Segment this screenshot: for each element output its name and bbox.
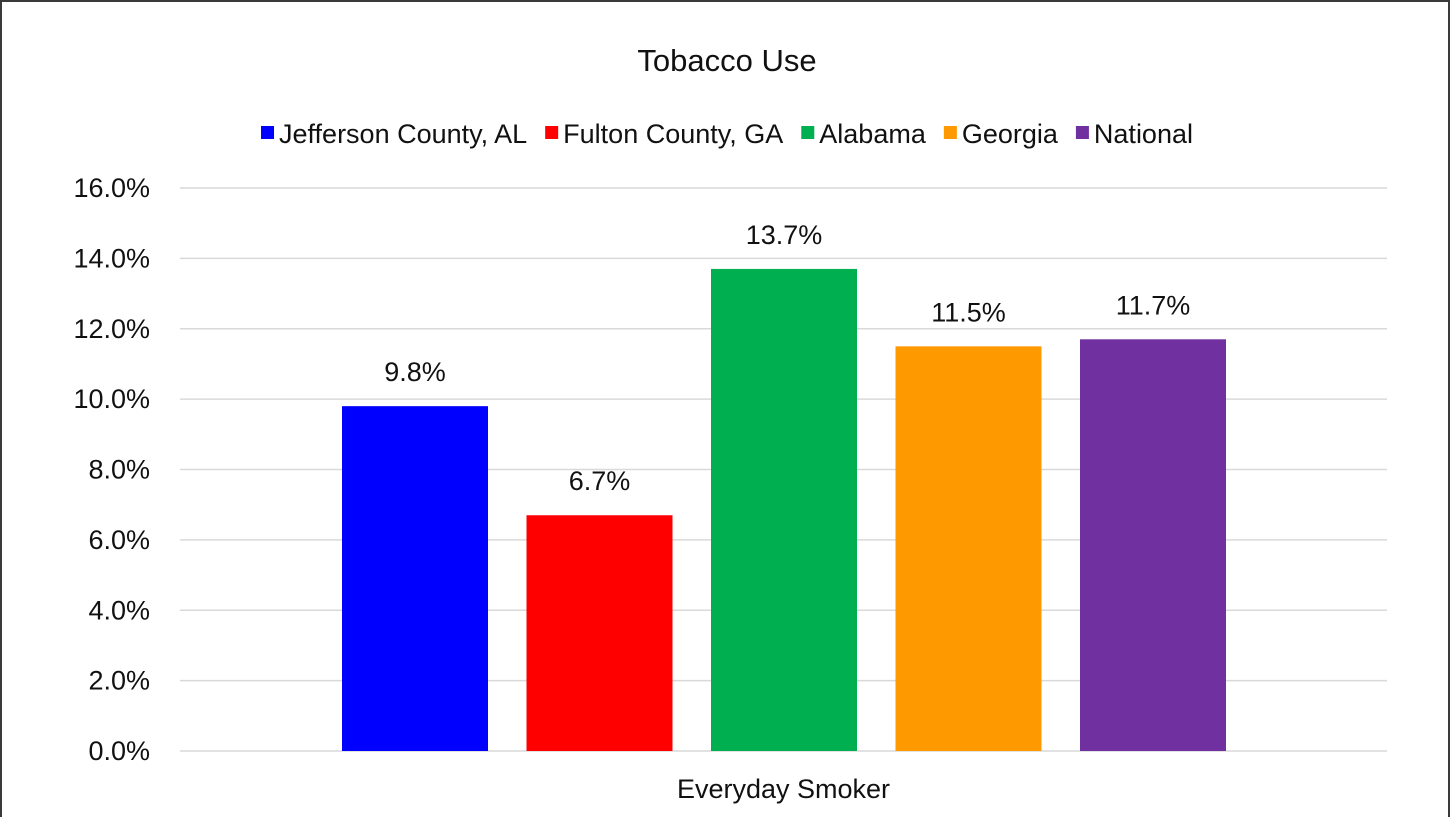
y-tick-label: 6.0% [88, 525, 150, 555]
y-tick-label: 16.0% [73, 173, 150, 203]
bar-fulton-county-ga [526, 515, 673, 751]
data-label-georgia: 11.5% [931, 297, 1006, 327]
y-tick-label: 12.0% [73, 314, 150, 344]
legend-label: Alabama [819, 119, 927, 149]
data-label-alabama: 13.7% [746, 220, 823, 250]
legend-label: Fulton County, GA [563, 119, 783, 149]
legend-swatch [545, 126, 559, 139]
bar-jefferson-county-al [342, 406, 488, 751]
chart-title: Tobacco Use [637, 43, 816, 78]
y-tick-label: 0.0% [88, 736, 150, 766]
data-labels: 9.8% 6.7% 13.7% 11.5% 11.7% [384, 220, 1190, 496]
legend-item-alabama: Alabama [801, 119, 927, 149]
legend-item-georgia: Georgia [943, 119, 1059, 149]
y-tick-label: 4.0% [88, 595, 150, 625]
bar-alabama [711, 268, 857, 751]
legend-item-fulton-county-ga: Fulton County, GA [545, 119, 783, 149]
x-axis-categories: Everyday Smoker [677, 774, 890, 804]
data-label-fulton-county-ga: 6.7% [569, 466, 631, 496]
data-label-national: 11.7% [1116, 290, 1191, 320]
legend-swatch [943, 126, 957, 139]
y-axis-ticks: 0.0% 2.0% 4.0% 6.0% 8.0% 10.0% 12.0% 14.0% 16.0% [73, 173, 150, 766]
y-tick-label: 10.0% [73, 384, 150, 414]
legend-swatch [1075, 126, 1089, 139]
legend-label: Georgia [962, 119, 1059, 149]
y-tick-label: 2.0% [88, 666, 150, 696]
legend-item-jefferson-county-al: Jefferson County, AL [261, 119, 527, 149]
legend-item-national: National [1075, 119, 1193, 149]
x-category-label: Everyday Smoker [677, 774, 890, 804]
legend-swatch [801, 126, 815, 139]
legend-swatch [261, 126, 275, 139]
chart-legend: Jefferson County, AL Fulton County, GA Ala… [261, 119, 1193, 149]
data-label-jefferson-county-al: 9.8% [384, 357, 446, 387]
bar-georgia [895, 346, 1042, 751]
legend-label: National [1094, 119, 1193, 149]
bars [342, 268, 1226, 751]
legend-label: Jefferson County, AL [279, 119, 527, 149]
bar-national [1080, 339, 1226, 751]
y-tick-label: 8.0% [88, 455, 150, 485]
y-tick-label: 14.0% [73, 243, 150, 273]
